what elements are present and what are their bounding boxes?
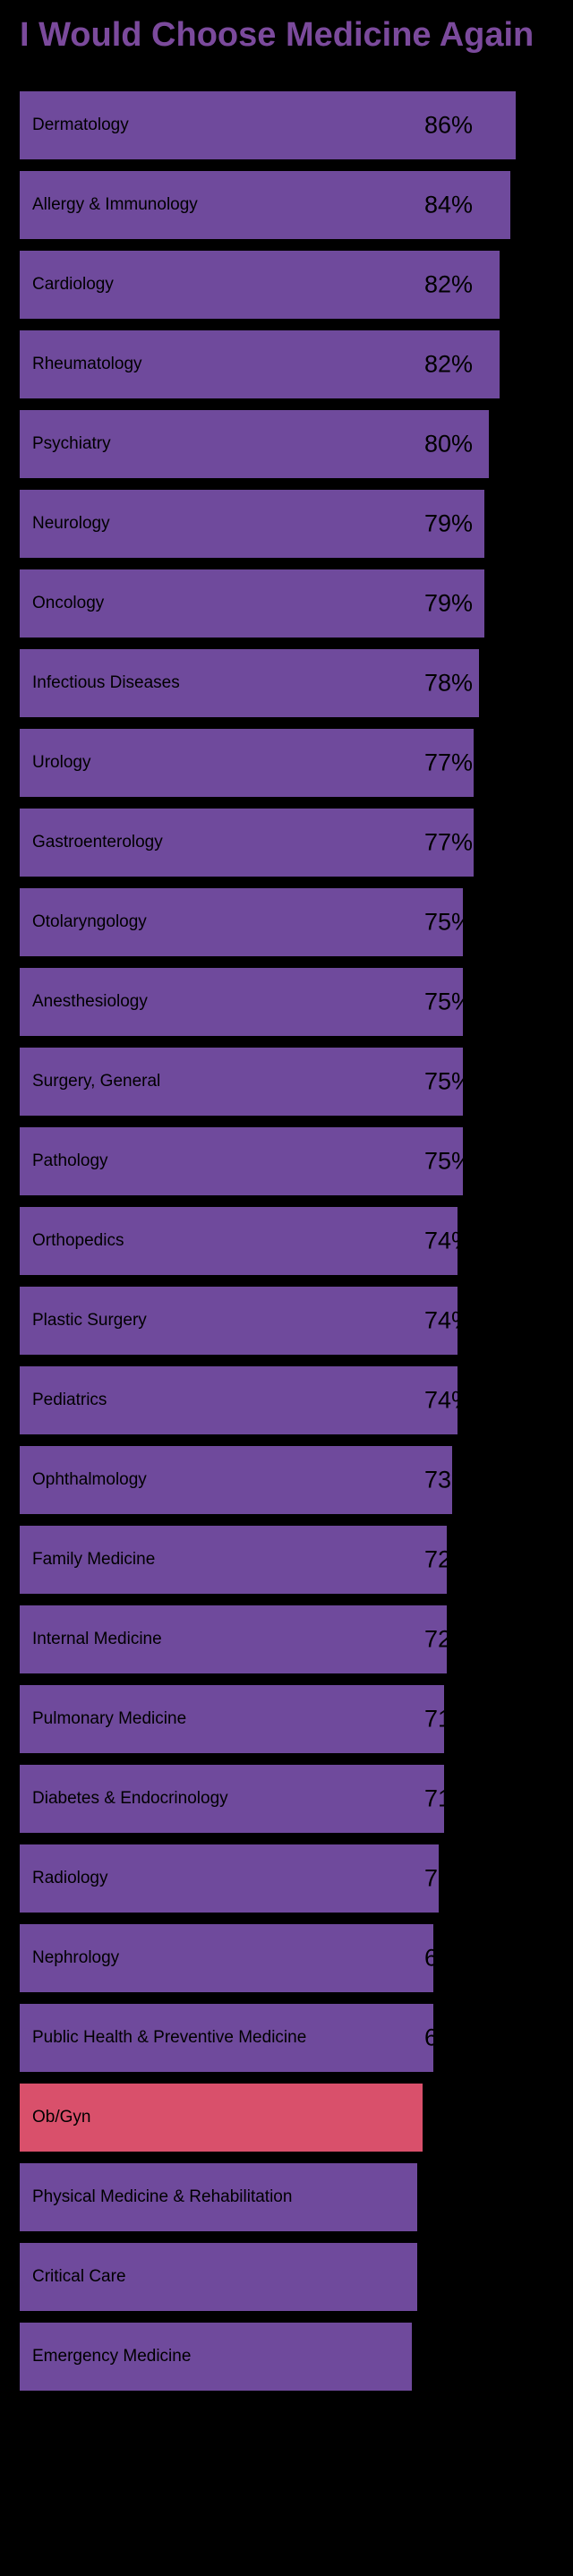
- bar-value: 71%: [424, 1705, 473, 1733]
- bar-row: Physical Medicine & Rehabilitation 66%: [20, 2163, 553, 2231]
- bar-label: Critical Care: [32, 2267, 126, 2287]
- bar-value: 82%: [424, 350, 473, 378]
- bar-row: Pulmonary Medicine 71%: [20, 1685, 553, 1753]
- bar-row: Nephrology 69%: [20, 1924, 553, 1992]
- bar-row: Critical Care 66%: [20, 2243, 553, 2311]
- bar-value: 77%: [424, 749, 473, 776]
- bar-label: Family Medicine: [32, 1550, 155, 1570]
- bar-label: Pathology: [32, 1151, 108, 1171]
- bar-label: Dermatology: [32, 116, 129, 135]
- bar-label: Pediatrics: [32, 1391, 107, 1410]
- bar-value: 75%: [424, 988, 473, 1015]
- bar-label: Emergency Medicine: [32, 2347, 191, 2366]
- bar-row: Urology 77%: [20, 729, 553, 797]
- bar-value: 69%: [424, 2024, 473, 2051]
- bar-label: Otolaryngology: [32, 912, 147, 932]
- bar-row: Emergency Medicine 65%: [20, 2323, 553, 2391]
- bar-label: Plastic Surgery: [32, 1311, 147, 1331]
- bar-row: Otolaryngology 75%: [20, 888, 553, 956]
- bar-value: 74%: [424, 1306, 473, 1334]
- bar-label: Urology: [32, 753, 90, 773]
- bar-row: Public Health & Preventive Medicine 69%: [20, 2004, 553, 2072]
- bar-label: Cardiology: [32, 275, 114, 295]
- bar-row: Diabetes & Endocrinology 71%: [20, 1765, 553, 1833]
- bar-label: Neurology: [32, 514, 110, 534]
- bar-label: Psychiatry: [32, 434, 111, 454]
- bar-value: 82%: [424, 270, 473, 298]
- bar-value: 78%: [424, 669, 473, 697]
- bar-row: Psychiatry 80%: [20, 410, 553, 478]
- bar-row: Allergy & Immunology 84%: [20, 171, 553, 239]
- bar-value: 7%: [424, 2103, 459, 2131]
- bar-label: Radiology: [32, 1869, 108, 1888]
- bar-row: Infectious Diseases 78%: [20, 649, 553, 717]
- bar-row: Oncology 79%: [20, 569, 553, 638]
- bar-row: Dermatology 86%: [20, 91, 553, 159]
- bar-value: 72%: [424, 1545, 473, 1573]
- bar-label: Surgery, General: [32, 1072, 160, 1091]
- bar-label: Anesthesiology: [32, 992, 148, 1012]
- bar-value: 80%: [424, 430, 473, 458]
- bar-row: Ob/Gyn 7%: [20, 2084, 553, 2152]
- bar-row: Ophthalmology 73%: [20, 1446, 553, 1514]
- bar-row: Gastroenterology 77%: [20, 809, 553, 877]
- chart-title: I Would Choose Medicine Again: [0, 0, 573, 64]
- bar-value: 75%: [424, 908, 473, 936]
- bar-row: Plastic Surgery 74%: [20, 1287, 553, 1355]
- bar-row: Pathology 75%: [20, 1127, 553, 1195]
- bar-value: 75%: [424, 1067, 473, 1095]
- bar-value: 72%: [424, 1625, 473, 1653]
- bar-value: 70%: [424, 1864, 473, 1892]
- bar-value: 86%: [424, 111, 473, 139]
- chart-container: I Would Choose Medicine Again Dermatolog…: [0, 0, 573, 2429]
- bar-label: Ophthalmology: [32, 1470, 147, 1490]
- bar-value: 75%: [424, 1147, 473, 1175]
- bar-value: 66%: [424, 2183, 473, 2211]
- bar-row: Anesthesiology 75%: [20, 968, 553, 1036]
- bar-label: Rheumatology: [32, 355, 142, 374]
- bar-label: Diabetes & Endocrinology: [32, 1789, 228, 1809]
- bar-row: Neurology 79%: [20, 490, 553, 558]
- bar-value: 71%: [424, 1784, 473, 1812]
- bar-label: Oncology: [32, 594, 104, 613]
- bar-value: 79%: [424, 589, 473, 617]
- bar-row: Family Medicine 72%: [20, 1526, 553, 1594]
- bar-value: 73%: [424, 1466, 473, 1493]
- bar-value: 79%: [424, 509, 473, 537]
- bar-label: Public Health & Preventive Medicine: [32, 2028, 306, 2048]
- bar-row: Rheumatology 82%: [20, 330, 553, 398]
- bar-row: Pediatrics 74%: [20, 1366, 553, 1434]
- bar-label: Ob/Gyn: [32, 2108, 90, 2127]
- bar-label: Nephrology: [32, 1948, 119, 1968]
- bar-value: 69%: [424, 1944, 473, 1972]
- bar-value: 66%: [424, 2263, 473, 2290]
- bar-row: Radiology 70%: [20, 1844, 553, 1913]
- bar-label: Orthopedics: [32, 1231, 124, 1251]
- bar-value: 74%: [424, 1227, 473, 1254]
- bar-value: 65%: [424, 2342, 473, 2370]
- bar-value: 84%: [424, 191, 473, 218]
- bar-label: Physical Medicine & Rehabilitation: [32, 2187, 292, 2207]
- bar-label: Infectious Diseases: [32, 673, 180, 693]
- bar-row: Surgery, General 75%: [20, 1048, 553, 1116]
- bar-value: 77%: [424, 828, 473, 856]
- bar-row: Orthopedics 74%: [20, 1207, 553, 1275]
- chart-area: Dermatology 86% Allergy & Immunology 84% Car…: [0, 64, 573, 2429]
- bar-value: 74%: [424, 1386, 473, 1414]
- bar-row: Internal Medicine 72%: [20, 1605, 553, 1673]
- bar-label: Internal Medicine: [32, 1630, 162, 1649]
- bar-label: Pulmonary Medicine: [32, 1709, 186, 1729]
- bar-label: Gastroenterology: [32, 833, 163, 852]
- bar-label: Allergy & Immunology: [32, 195, 198, 215]
- bar-row: Cardiology 82%: [20, 251, 553, 319]
